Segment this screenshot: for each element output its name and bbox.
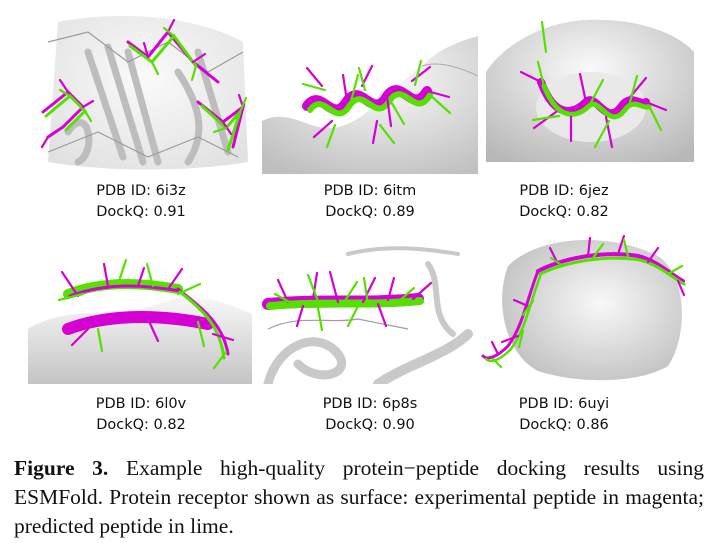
pdb-id: PDB ID: 6itm (323, 183, 417, 199)
dockq-score: DockQ: 0.89 (325, 204, 415, 220)
panel-label-6i3z: PDB ID: 6i3z DockQ: 0.91 (41, 181, 241, 223)
figure-label: Figure 3. (14, 456, 109, 480)
panel-label-6p8s: PDB ID: 6p8s DockQ: 0.90 (270, 394, 470, 436)
structure-image-6itm (262, 26, 478, 174)
structure-image-6uyi (478, 226, 694, 384)
dockq-score: DockQ: 0.91 (96, 204, 186, 220)
pdb-id: PDB ID: 6uyi (518, 396, 610, 412)
pdb-id: PDB ID: 6jez (519, 183, 609, 199)
pdb-id: PDB ID: 6l0v (95, 396, 187, 412)
dockq-score: DockQ: 0.90 (325, 417, 415, 433)
structure-image-6i3z (28, 12, 254, 174)
structure-image-6p8s (258, 234, 480, 384)
caption-text: Example high-quality protein−peptide doc… (14, 456, 705, 538)
structure-image-6jez (486, 12, 694, 174)
pdb-id: PDB ID: 6i3z (96, 183, 186, 199)
panel-label-6itm: PDB ID: 6itm DockQ: 0.89 (270, 181, 470, 223)
panel-label-6uyi: PDB ID: 6uyi DockQ: 0.86 (464, 394, 664, 436)
dockq-score: DockQ: 0.82 (519, 204, 609, 220)
figure-caption: Figure 3. Example high-quality protein−p… (14, 454, 704, 541)
structure-image-6l0v (28, 234, 252, 384)
pdb-id: PDB ID: 6p8s (322, 396, 418, 412)
panel-label-6jez: PDB ID: 6jez DockQ: 0.82 (464, 181, 664, 223)
dockq-score: DockQ: 0.82 (96, 417, 186, 433)
dockq-score: DockQ: 0.86 (519, 417, 609, 433)
panel-label-6l0v: PDB ID: 6l0v DockQ: 0.82 (41, 394, 241, 436)
